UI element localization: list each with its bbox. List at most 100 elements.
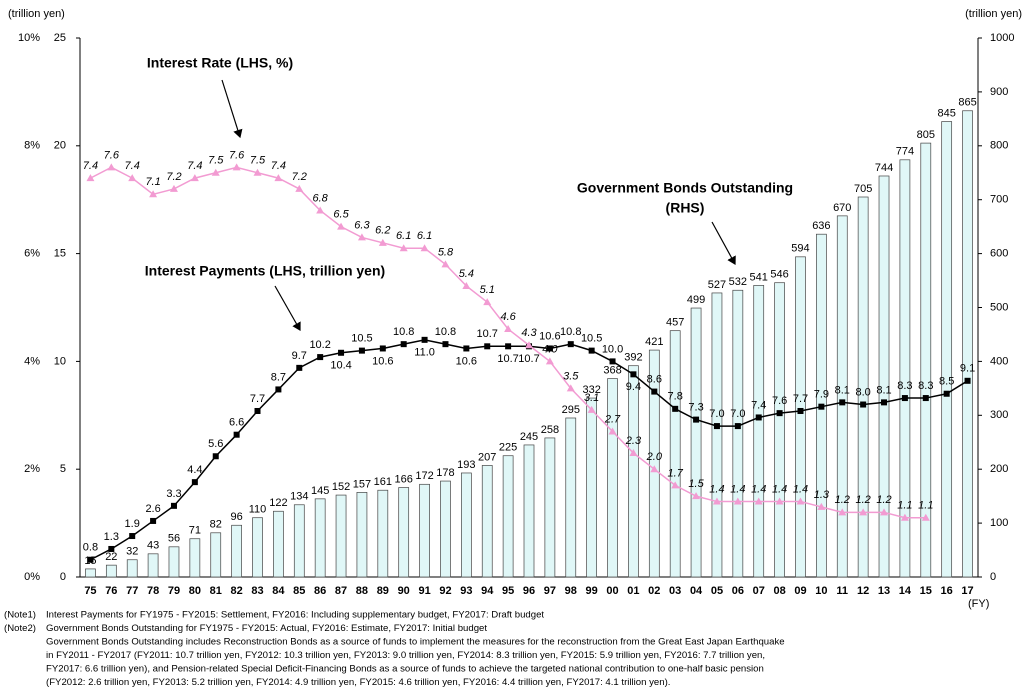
data-label: 7.0 [709, 408, 724, 420]
marker [296, 364, 303, 371]
marker [484, 343, 491, 350]
data-label: 10.5 [351, 333, 372, 345]
bar [795, 256, 806, 578]
marker [776, 410, 783, 417]
marker [588, 347, 595, 354]
bar-label: 865 [958, 97, 976, 109]
data-label: 7.2 [166, 171, 181, 183]
data-label: 10.7 [518, 353, 539, 365]
bar-label: 705 [854, 183, 872, 195]
data-label: 8.1 [835, 384, 850, 396]
marker [108, 545, 115, 552]
marker [232, 163, 241, 171]
data-label: 7.7 [793, 393, 808, 405]
data-label: 8.1 [876, 384, 891, 396]
data-label: 7.6 [104, 149, 120, 161]
y-tick-label: 0 [60, 571, 66, 583]
x-tick-label: 12 [857, 585, 869, 597]
y2-tick-label: 500 [990, 301, 1008, 313]
marker [900, 513, 909, 521]
y2-tick-label: 800 [990, 140, 1008, 152]
marker [190, 174, 199, 182]
y2-tick-label: 700 [990, 194, 1008, 206]
data-label: 7.2 [292, 171, 307, 183]
marker [692, 492, 701, 500]
x-tick-label: 07 [753, 585, 765, 597]
marker [150, 517, 157, 524]
data-label: 7.4 [187, 160, 202, 172]
bar [273, 510, 284, 578]
bar [690, 307, 702, 578]
x-tick-label: 05 [711, 585, 723, 597]
data-label: 7.8 [668, 391, 683, 403]
marker [86, 174, 95, 182]
bar [252, 517, 263, 578]
x-tick-label: 83 [251, 585, 263, 597]
bar [314, 498, 326, 578]
x-tick-label: 99 [586, 585, 598, 597]
bar [419, 483, 430, 578]
data-label: 10.4 [330, 360, 351, 372]
marker [87, 556, 94, 563]
marker [525, 341, 533, 349]
x-tick-label: 04 [690, 585, 703, 597]
note-text: Government Bonds Outstanding for FY1975 … [46, 623, 487, 634]
marker [358, 347, 365, 354]
x-tick-label: 02 [648, 585, 660, 597]
marker [734, 423, 741, 430]
marker [149, 190, 158, 198]
x-tick-label: 16 [941, 585, 953, 597]
data-label: 6.1 [417, 230, 432, 242]
marker [128, 174, 137, 182]
bar [440, 480, 451, 578]
bar [293, 504, 305, 578]
bar-label: 805 [917, 129, 935, 141]
marker [754, 497, 763, 505]
marker [881, 399, 888, 406]
marker [630, 371, 637, 378]
y3-tick-label: 2% [24, 463, 40, 475]
bar-label: 32 [126, 546, 138, 558]
data-label: 9.7 [292, 350, 307, 362]
bar-label: 122 [269, 497, 287, 509]
bar [523, 444, 535, 578]
marker [839, 399, 846, 406]
x-tick-label: 96 [523, 585, 535, 597]
bar-label: 594 [791, 243, 809, 255]
payments-annotation: Interest Payments (LHS, trillion yen) [145, 263, 385, 279]
x-tick-label: 14 [899, 585, 912, 597]
data-label: 6.2 [375, 225, 390, 237]
marker [420, 244, 429, 252]
y-tick-label: 10 [54, 355, 66, 367]
data-label: 0.8 [83, 542, 98, 554]
data-label: 7.4 [83, 160, 98, 172]
bar [774, 282, 785, 578]
note-text: Interest Payments for FY1975 - FY2015: S… [46, 610, 544, 621]
x-tick-label: 95 [502, 585, 514, 597]
arrow [274, 285, 301, 332]
y3-tick-label: 10% [18, 32, 40, 44]
bar [85, 568, 96, 578]
x-tick-label: 91 [418, 585, 430, 597]
data-label: 11.0 [414, 347, 435, 359]
marker [567, 341, 574, 348]
bar-label: 258 [541, 424, 559, 436]
bar-label: 636 [812, 220, 830, 232]
marker [211, 168, 220, 176]
bar [899, 159, 911, 578]
bar-label: 166 [395, 473, 413, 485]
bar-label: 295 [562, 404, 580, 416]
y2-unit: (trillion yen) [965, 8, 1022, 20]
bar-label: 774 [896, 146, 914, 158]
x-tick-label: 17 [961, 585, 973, 597]
data-label: 8.7 [271, 371, 286, 383]
marker [463, 345, 470, 352]
bar [377, 489, 389, 578]
x-tick-label: 98 [565, 585, 577, 597]
bar [126, 559, 138, 578]
data-label: 1.2 [876, 494, 891, 506]
x-tick-label: 15 [920, 585, 932, 597]
marker [838, 508, 847, 516]
bar [210, 532, 222, 578]
y3-tick-label: 8% [24, 140, 40, 152]
